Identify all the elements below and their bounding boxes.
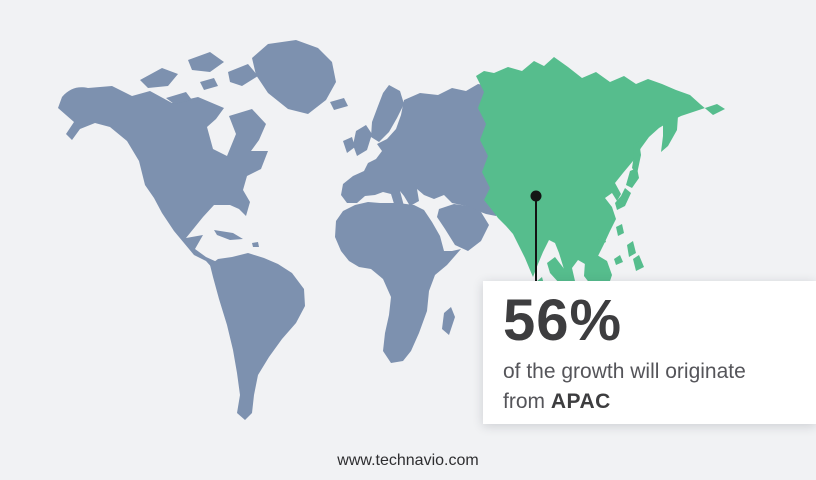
callout-card: 56% of the growth will originate from AP…: [483, 281, 816, 424]
region-philippines: [627, 241, 644, 271]
region-north-america: [58, 86, 268, 271]
footer-url: www.technavio.com: [337, 452, 479, 469]
region-kamchatka: [661, 116, 678, 152]
region-sakhalin: [632, 141, 641, 174]
region-greenland: [252, 40, 348, 114]
region-middle-east: [437, 204, 489, 251]
region-caribbean: [214, 230, 259, 247]
region-united-kingdom: [353, 125, 372, 156]
region-hainan: [598, 235, 606, 245]
highlight-continents: [476, 57, 725, 296]
region-ireland: [343, 137, 355, 153]
region-scandinavia: [371, 85, 404, 142]
apac-marker: [530, 190, 542, 284]
region-japan: [615, 168, 639, 210]
region-taiwan: [616, 224, 624, 236]
region-europe-west-russia: [341, 82, 506, 218]
region-south-america: [210, 253, 305, 420]
region-africa: [335, 202, 461, 363]
apac-marker-dot: [530, 190, 542, 202]
stat-value: 56%: [503, 288, 623, 353]
stat-description-line2-prefix: from: [503, 390, 551, 413]
region-asia-mainland: [476, 57, 725, 291]
region-arctic-islands: [140, 52, 258, 104]
region-celebes: [614, 255, 623, 265]
base-continents: [58, 40, 506, 420]
highlighted-region-label: APAC: [550, 390, 611, 413]
stat-description-line1: of the growth will originate: [503, 360, 746, 383]
region-madagascar: [442, 307, 455, 335]
stat-description: of the growth will originate from APAC: [503, 357, 816, 417]
